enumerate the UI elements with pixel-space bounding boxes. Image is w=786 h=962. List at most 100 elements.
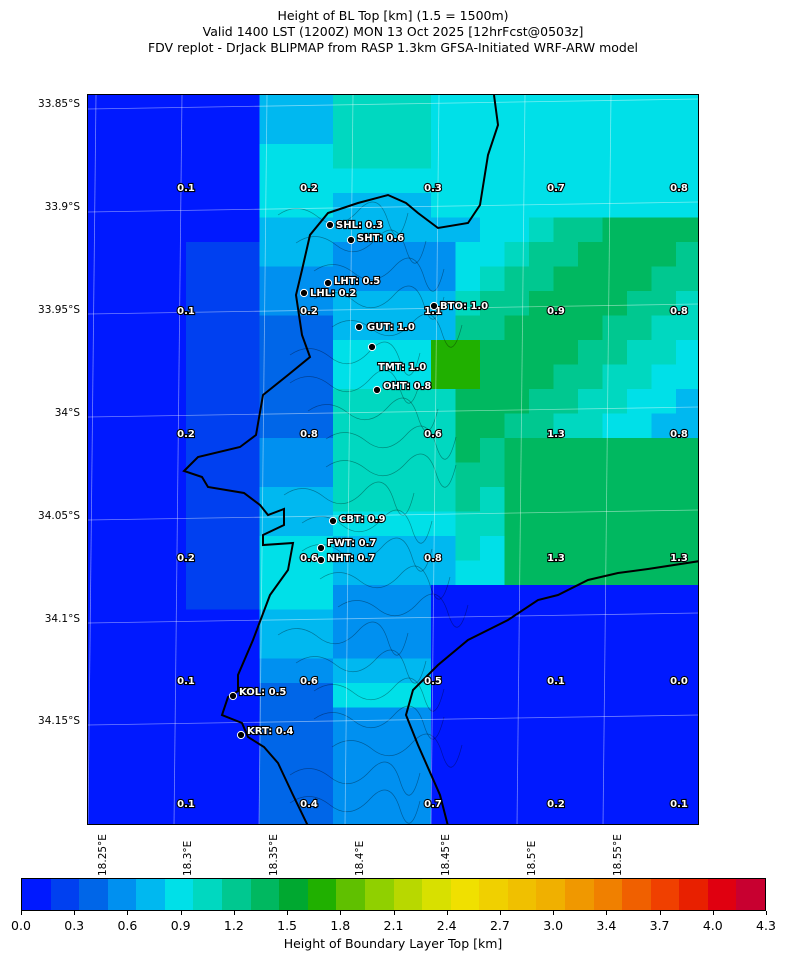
grid-value-label: 0.1 (177, 676, 195, 687)
grid-value-label: 0.8 (424, 553, 442, 564)
station-marker[interactable] (372, 385, 382, 395)
colorbar-swatch (422, 879, 451, 910)
grid-value-label: 0.2 (547, 799, 565, 810)
grid-value-label: 0.6 (300, 553, 318, 564)
colorbar-tick (233, 911, 235, 915)
grid-value-label: 0.7 (424, 799, 442, 810)
colorbar-swatch (450, 879, 480, 910)
station-marker[interactable] (316, 555, 326, 565)
grid-value-label: 0.4 (300, 799, 318, 810)
station-label: OHT: 0.8 (383, 381, 431, 392)
colorbar-tick (21, 911, 22, 915)
grid-value-label: 1.1 (424, 306, 442, 317)
colorbar-swatch (650, 879, 680, 910)
colorbar-tick (446, 911, 448, 915)
map-plot: 0.1 0.2 0.3 0.7 0.8 0.1 0.2 1.1 0.9 0.8 0.2 0.8 0.6 1… (88, 95, 698, 824)
colorbar-tick-label: 3.0 (543, 918, 564, 933)
grid-value-label: 0.1 (670, 799, 688, 810)
station-label: LHL: 0.2 (310, 288, 356, 299)
station-label: GUT: 1.0 (367, 322, 415, 333)
colorbar-tick-label: 4.0 (702, 918, 723, 933)
grid-value-label: 0.0 (670, 676, 688, 687)
station-marker[interactable] (228, 691, 238, 701)
station-label: KOL: 0.5 (239, 687, 286, 698)
colorbar-swatch (50, 879, 80, 910)
grid-value-label: 0.6 (424, 429, 442, 440)
grid-value-label: 1.3 (547, 553, 565, 564)
colorbar-tick-label: 2.4 (436, 918, 457, 933)
colorbar-swatch (222, 879, 251, 910)
colorbar-tick (287, 911, 289, 915)
grid-value-label: 0.3 (424, 183, 442, 194)
station-marker[interactable] (328, 516, 338, 526)
grid-value-label: 0.8 (300, 429, 318, 440)
station-marker[interactable] (354, 322, 364, 332)
grid-value-label: 0.8 (670, 429, 688, 440)
station-label: CBT: 0.9 (339, 514, 385, 525)
lat-tick-label: 34.05°S (38, 510, 80, 522)
grid-value-label: 0.8 (670, 183, 688, 194)
colorbar-swatch (250, 879, 280, 910)
grid-value-label: 0.8 (670, 306, 688, 317)
grid-value-label: 0.9 (547, 306, 565, 317)
station-marker[interactable] (429, 301, 439, 311)
station-label: TMT: 1.0 (378, 362, 426, 373)
colorbar-swatch (193, 879, 223, 910)
title-line-2: Valid 1400 LST (1200Z) MON 13 Oct 2025 [… (202, 24, 584, 39)
colorbar-swatch (536, 879, 565, 910)
grid-value-label: 1.3 (547, 429, 565, 440)
station-marker[interactable] (323, 278, 333, 288)
map-area: 0.1 0.2 0.3 0.7 0.8 0.1 0.2 1.1 0.9 0.8 0.2 0.8 0.6 1… (87, 94, 699, 825)
grid-value-label: 0.5 (424, 676, 442, 687)
title-line-1: Height of BL Top [km] (1.5 = 1500m) (277, 8, 509, 23)
grid-value-label: 1.3 (670, 553, 688, 564)
colorbar-tick (393, 911, 395, 915)
colorbar-tick-label: 0.3 (64, 918, 85, 933)
station-label: BTO: 1.0 (440, 301, 488, 312)
lon-tick-label: 18.3°E (182, 840, 194, 876)
colorbar-tick-label: 3.4 (596, 918, 617, 933)
station-label: FWT: 0.7 (327, 538, 376, 549)
lon-tick-label: 18.4°E (354, 840, 366, 876)
colorbar-tick-label: 4.3 (756, 918, 776, 933)
station-marker[interactable] (346, 235, 356, 245)
colorbar-swatch (507, 879, 537, 910)
grid-value-label: 0.6 (300, 676, 318, 687)
colorbar-tick (340, 911, 342, 915)
colorbar-swatch (136, 879, 165, 910)
colorbar-swatch (679, 879, 708, 910)
colorbar-swatch (479, 879, 508, 910)
grid-value-label: 0.2 (300, 183, 318, 194)
colorbar-tick (606, 911, 608, 915)
colorbar-swatch (736, 879, 766, 910)
colorbar-tick (712, 911, 714, 915)
colorbar-tick (499, 911, 501, 915)
colorbar-tick (180, 911, 182, 915)
colorbar-swatch (164, 879, 194, 910)
colorbar-label: Height of Boundary Layer Top [km] (283, 936, 503, 951)
colorbar-swatch (622, 879, 651, 910)
colorbar-swatch (593, 879, 623, 910)
colorbar-swatch (22, 879, 51, 910)
lon-tick-label: 18.5°E (526, 840, 538, 876)
lat-tick-label: 34°S (54, 407, 80, 419)
station-marker[interactable] (236, 730, 246, 740)
station-marker[interactable] (299, 288, 309, 298)
grid-value-label: 0.1 (177, 183, 195, 194)
grid-value-label: 0.2 (177, 553, 195, 564)
station-marker[interactable] (316, 543, 326, 553)
colorbar-swatch (307, 879, 337, 910)
lat-tick-label: 34.1°S (44, 613, 80, 625)
colorbar-swatch (336, 879, 365, 910)
colorbar-swatch (279, 879, 308, 910)
colorbar-tick (553, 911, 555, 915)
station-marker[interactable] (325, 220, 335, 230)
colorbar-tick-label: 2.7 (489, 918, 510, 933)
grid-value-label: 0.1 (177, 306, 195, 317)
station-label: KRT: 0.4 (247, 726, 294, 737)
station-marker[interactable] (367, 342, 377, 352)
colorbar-swatch (107, 879, 137, 910)
grid-value-label: 0.2 (300, 306, 318, 317)
title-line-3: FDV replot - DrJack BLIPMAP from RASP 1.… (147, 40, 639, 55)
grid-value-label: 0.7 (547, 183, 565, 194)
